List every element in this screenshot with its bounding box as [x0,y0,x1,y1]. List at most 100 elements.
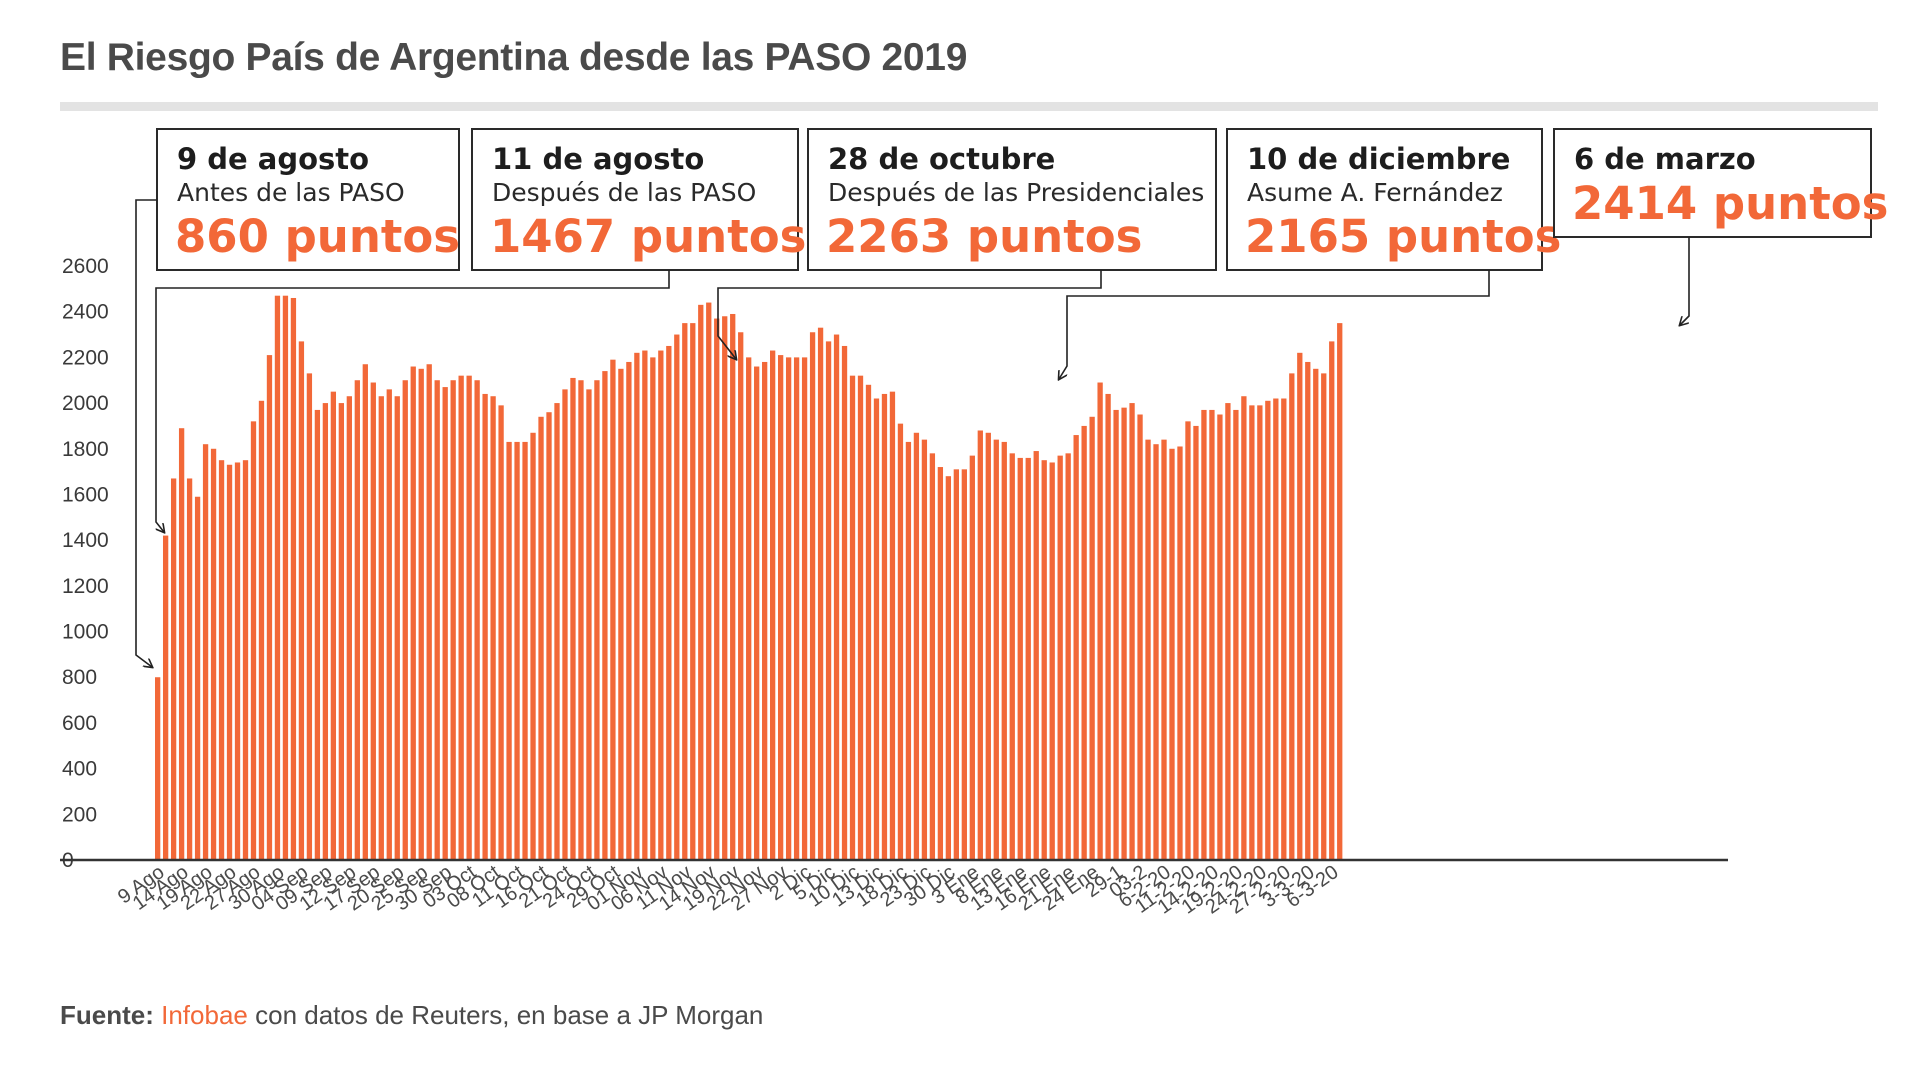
bar [1225,403,1231,860]
bar [426,364,432,860]
bar [1281,398,1287,860]
y-tick-label: 2400 [62,301,109,324]
source-brand: Infobae [161,1000,248,1030]
y-tick-label: 400 [62,758,97,781]
bar [1209,409,1215,860]
bar [1081,425,1087,860]
annotation-value: 2263 puntos [826,210,1142,263]
bar [945,476,952,860]
bar [921,439,928,860]
bar [618,368,624,860]
bar [498,405,504,860]
bar [242,460,249,860]
y-tick-label: 1600 [62,483,109,506]
bar [250,421,257,860]
y-tick-label: 2000 [62,392,109,415]
bar [889,391,896,860]
bar [1289,373,1295,860]
annotation-connector [156,270,670,532]
bar [961,469,967,860]
bar [1169,448,1175,860]
bar [506,441,512,860]
bar [306,373,313,860]
bar [1113,409,1119,860]
source-note: Fuente: Infobae con datos de Reuters, en… [60,1000,763,1031]
y-tick-label: 1800 [62,438,109,461]
bar [730,313,736,860]
annotation-date: 10 de diciembre [1247,142,1510,176]
bar [394,396,400,860]
bar [626,361,632,860]
bar [162,535,169,860]
bar [1033,451,1039,860]
annotation-date: 6 de marzo [1574,142,1756,176]
bar [1049,462,1055,860]
bar [450,380,456,860]
bar [570,377,576,860]
bar [857,375,864,860]
bar [1041,460,1047,860]
bar [1001,441,1007,860]
bar [602,371,608,860]
bar [993,439,999,860]
bar [1097,382,1103,860]
bar [905,441,912,860]
bar [1145,439,1151,860]
bar [314,409,321,860]
bar [897,423,904,860]
bar [1257,405,1263,860]
bar [1153,444,1159,860]
annotation-value: 860 puntos [175,210,460,263]
bar [578,380,584,860]
bar [1105,393,1111,860]
bar [969,455,975,860]
y-tick-label: 200 [62,803,97,826]
bar [338,403,345,860]
bar [754,366,760,860]
bar [402,380,408,860]
bar [1073,435,1079,860]
y-tick-label: 1000 [62,621,109,644]
bar [1201,409,1207,860]
bar [1305,361,1311,860]
bar [1297,352,1303,860]
bar [634,352,640,860]
y-tick-label: 600 [62,712,97,735]
bar [218,460,225,860]
annotation-connector [1680,237,1690,325]
bar [1193,425,1199,860]
annotation-date: 9 de agosto [177,142,369,176]
bar [210,448,217,860]
bar [1161,439,1167,860]
bar [1329,341,1335,860]
bar [1313,368,1319,860]
bar [410,366,416,860]
bar [873,398,880,860]
bar [1009,453,1015,860]
annotation-desc: Asume A. Fernández [1247,178,1503,207]
bar [777,355,784,860]
bar [682,323,688,861]
bar [346,396,352,860]
bar [642,350,648,860]
annotation-box [1226,128,1543,271]
bar [1241,396,1247,860]
bar [1265,400,1271,860]
bar [825,341,832,860]
annotation-date: 11 de agosto [492,142,704,176]
bar [1321,373,1327,860]
bar [482,393,488,860]
bar [290,297,297,860]
source-label: Fuente: [60,1000,154,1030]
bar [985,432,991,860]
y-tick-label: 1400 [62,529,109,552]
bar [793,357,800,860]
bar [474,380,480,860]
bar [418,368,424,860]
bar [234,462,241,860]
bar [586,389,592,860]
bar [977,430,983,860]
bar [722,316,728,860]
y-tick-label: 2600 [62,255,109,278]
bar [530,432,536,860]
